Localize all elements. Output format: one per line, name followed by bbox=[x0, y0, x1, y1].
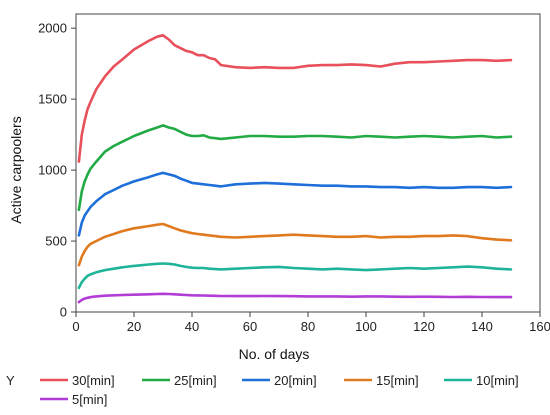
x-tick-label: 60 bbox=[243, 319, 257, 334]
y-axis-title: Active carpoolers bbox=[8, 116, 24, 223]
series-line-25[min] bbox=[77, 124, 513, 212]
y-tick-label: 0 bbox=[60, 305, 67, 320]
legend-label: 15[min] bbox=[376, 373, 419, 388]
series-line-5[min] bbox=[77, 292, 513, 304]
legend-label: 20[min] bbox=[274, 373, 317, 388]
x-tick-label: 100 bbox=[355, 319, 377, 334]
series-line-10[min] bbox=[77, 262, 513, 290]
y-tick-label: 500 bbox=[45, 234, 67, 249]
x-tick-label: 120 bbox=[413, 319, 435, 334]
legend-label: 25[min] bbox=[174, 373, 217, 388]
x-tick-label: 40 bbox=[185, 319, 199, 334]
series-layer bbox=[77, 34, 513, 304]
legend-label: 10[min] bbox=[476, 373, 519, 388]
axes-layer: 0 20 40 60 80 100 120 140 160 0 500 1000 1500 2000 bbox=[38, 21, 550, 334]
y-tick-label: 2000 bbox=[38, 21, 67, 36]
x-tick-label: 0 bbox=[72, 319, 79, 334]
x-tick-label: 140 bbox=[471, 319, 493, 334]
legend-label: 5[min] bbox=[72, 392, 107, 407]
series-line-15[min] bbox=[77, 222, 513, 267]
y-tick-label: 1500 bbox=[38, 92, 67, 107]
x-tick-label: 160 bbox=[529, 319, 550, 334]
series-line-30[min] bbox=[77, 34, 513, 163]
legend-title: Y bbox=[6, 373, 15, 388]
x-tick-label: 80 bbox=[301, 319, 315, 334]
x-tick-label: 20 bbox=[127, 319, 141, 334]
x-axis-title: No. of days bbox=[239, 346, 310, 362]
y-tick-label: 1000 bbox=[38, 163, 67, 178]
series-line-20[min] bbox=[77, 171, 513, 237]
legend: Y 30[min] 25[min] 20[min] 15[min] 10[min] 5[m… bbox=[6, 373, 519, 407]
legend-label: 30[min] bbox=[72, 373, 115, 388]
